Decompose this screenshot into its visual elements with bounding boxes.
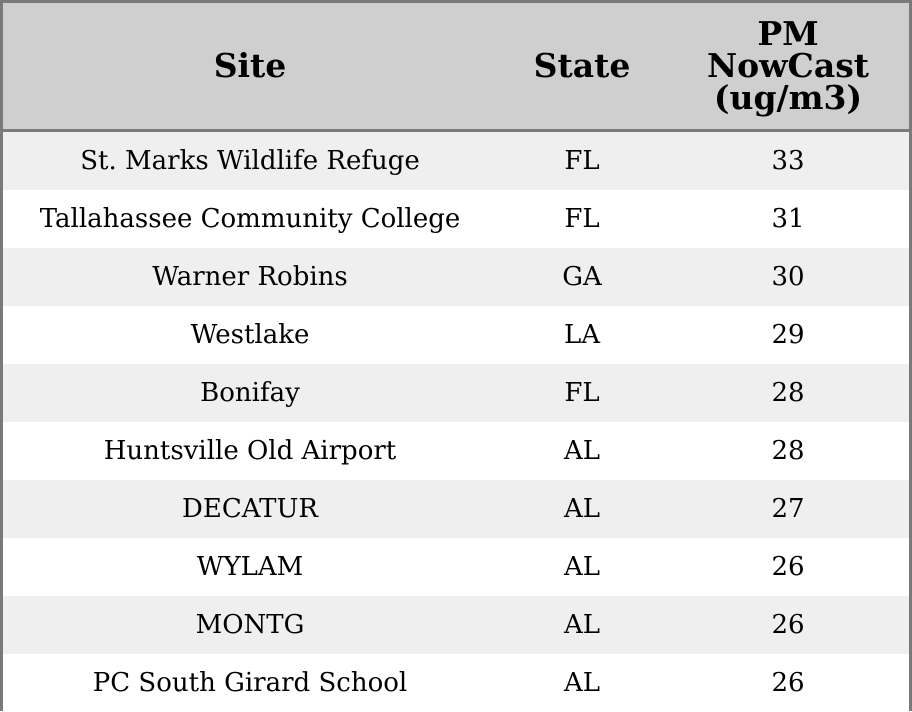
column-header-state: State bbox=[533, 46, 631, 85]
table-row: Huntsville Old Airport AL 28 bbox=[3, 422, 909, 480]
table-header-row: Site State PM NowCast (ug/m3) bbox=[3, 3, 909, 132]
cell-site: DECATUR bbox=[182, 494, 318, 524]
table-row: Tallahassee Community College FL 31 bbox=[3, 190, 909, 248]
column-header-pm-nowcast: PM NowCast (ug/m3) bbox=[667, 3, 909, 129]
cell-state: AL bbox=[563, 494, 601, 524]
cell-pm-nowcast: 28 bbox=[771, 378, 805, 408]
column-header-pm-nowcast-label: PM NowCast (ug/m3) bbox=[706, 14, 870, 117]
cell-state: LA bbox=[563, 320, 601, 350]
cell-pm-nowcast: 27 bbox=[771, 494, 805, 524]
cell-pm-nowcast: 29 bbox=[771, 320, 805, 350]
table-row: MONTG AL 26 bbox=[3, 596, 909, 654]
cell-pm-nowcast: 26 bbox=[771, 610, 805, 640]
cell-state: FL bbox=[564, 204, 600, 234]
cell-state: FL bbox=[564, 378, 600, 408]
table-row: Westlake LA 29 bbox=[3, 306, 909, 364]
cell-state: AL bbox=[563, 668, 601, 698]
table-body: St. Marks Wildlife Refuge FL 33 Tallahassee… bbox=[3, 132, 909, 712]
table-row: St. Marks Wildlife Refuge FL 33 bbox=[3, 132, 909, 190]
cell-site: Tallahassee Community College bbox=[39, 204, 461, 234]
cell-state: GA bbox=[562, 262, 602, 292]
cell-site: Huntsville Old Airport bbox=[103, 436, 397, 466]
cell-pm-nowcast: 28 bbox=[771, 436, 805, 466]
cell-pm-nowcast: 30 bbox=[771, 262, 805, 292]
table-row: DECATUR AL 27 bbox=[3, 480, 909, 538]
cell-site: Bonifay bbox=[200, 378, 300, 408]
cell-state: AL bbox=[563, 436, 601, 466]
cell-state: AL bbox=[563, 610, 601, 640]
cell-pm-nowcast: 31 bbox=[771, 204, 805, 234]
column-header-site: Site bbox=[213, 46, 287, 85]
table-row: Bonifay FL 28 bbox=[3, 364, 909, 422]
cell-state: AL bbox=[563, 552, 601, 582]
cell-pm-nowcast: 26 bbox=[771, 552, 805, 582]
cell-pm-nowcast: 33 bbox=[771, 146, 805, 176]
cell-site: Warner Robins bbox=[152, 262, 348, 292]
cell-site: WYLAM bbox=[196, 552, 304, 582]
cell-site: MONTG bbox=[195, 610, 305, 640]
cell-pm-nowcast: 26 bbox=[771, 668, 805, 698]
cell-state: FL bbox=[564, 146, 600, 176]
table-row: WYLAM AL 26 bbox=[3, 538, 909, 596]
cell-site: Westlake bbox=[190, 320, 310, 350]
cell-site: PC South Girard School bbox=[92, 668, 408, 698]
table-row: Warner Robins GA 30 bbox=[3, 248, 909, 306]
cell-site: St. Marks Wildlife Refuge bbox=[80, 146, 420, 176]
table-row: PC South Girard School AL 26 bbox=[3, 654, 909, 712]
